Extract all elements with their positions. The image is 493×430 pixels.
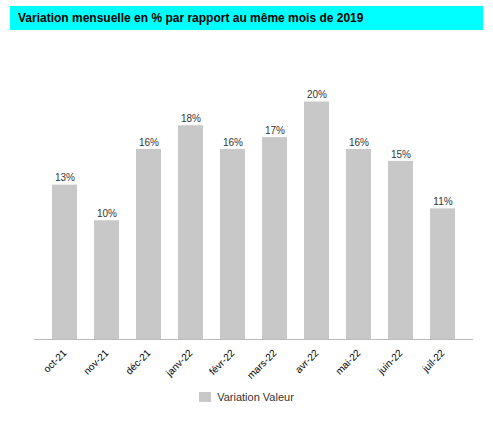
- svg-text:déc-21: déc-21: [123, 347, 153, 377]
- html-text:Variation mensuelle en % par r: Variation mensuelle en % par rapport au …: [18, 11, 364, 25]
- svg-text:16%: 16%: [349, 137, 369, 148]
- svg-text:10%: 10%: [97, 208, 117, 219]
- svg-text:18%: 18%: [181, 113, 201, 124]
- svg-text:oct-21: oct-21: [41, 347, 69, 375]
- svg-text:juin-22: juin-22: [375, 347, 405, 377]
- svg-text:nov-21: nov-21: [81, 347, 111, 377]
- svg-text:févr-22: févr-22: [207, 347, 237, 377]
- svg-text:16%: 16%: [223, 137, 243, 148]
- svg-text:mai-22: mai-22: [333, 347, 363, 377]
- html-text:Variation Valeur: Variation Valeur: [217, 391, 294, 403]
- svg-text:20%: 20%: [307, 89, 327, 100]
- svg-text:13%: 13%: [55, 172, 75, 183]
- svg-text:11%: 11%: [433, 196, 452, 207]
- svg-text:16%: 16%: [139, 137, 159, 148]
- svg-text:mars-22: mars-22: [245, 347, 279, 381]
- svg-text:avr-22: avr-22: [293, 347, 321, 375]
- svg-text:15%: 15%: [391, 149, 411, 160]
- svg-text:juil-22: juil-22: [419, 347, 447, 375]
- svg-text:17%: 17%: [265, 125, 285, 136]
- svg-text:janv-22: janv-22: [163, 347, 195, 379]
